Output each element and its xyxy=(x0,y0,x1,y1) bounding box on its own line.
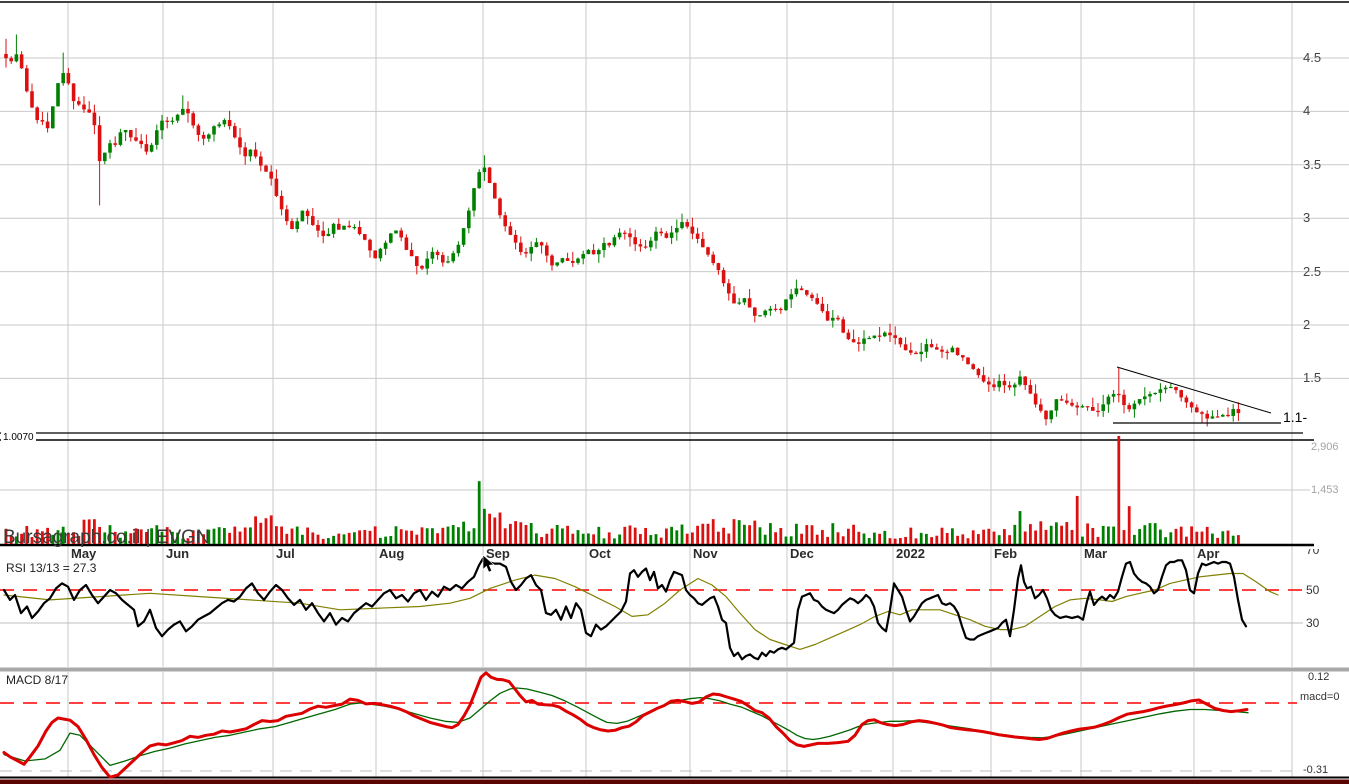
month-label: Mar xyxy=(1084,546,1108,561)
macd-zero-label: macd=0 xyxy=(1300,691,1340,703)
rsi-50-label: 50 xyxy=(1306,583,1320,597)
price-axis-label: 3.5 xyxy=(1303,156,1322,172)
month-label: Dec xyxy=(790,546,814,561)
triangle-level-label: 1.1- xyxy=(1283,409,1308,425)
macd-min-label: -0.31 xyxy=(1303,764,1329,776)
price-axis-label: 1.5 xyxy=(1303,370,1322,386)
month-label: Feb xyxy=(994,546,1018,561)
rsi-70-label: 70 xyxy=(1306,549,1320,557)
price-axis-label: 4 xyxy=(1303,103,1311,119)
rsi-indicator-label: RSI 13/13 = 27.3 xyxy=(6,561,97,575)
rsi-30-label: 30 xyxy=(1306,616,1320,630)
month-label: 2022 xyxy=(896,546,925,561)
volume-axis-mid-label: 1,453 xyxy=(1311,484,1339,496)
month-label: May xyxy=(71,546,97,561)
month-label: Jun xyxy=(166,546,190,561)
macd-indicator-label: MACD 8/17 xyxy=(6,673,69,687)
month-label: Aug xyxy=(379,546,405,561)
month-label: Jul xyxy=(276,546,295,561)
price-axis-label: 2.5 xyxy=(1303,263,1322,279)
macd-max-label: 0.12 xyxy=(1308,671,1330,683)
volume-axis-max-label: 2,906 xyxy=(1311,441,1339,453)
mouse-cursor-icon xyxy=(482,554,495,573)
candles xyxy=(4,34,1241,427)
price-axis-label: 3 xyxy=(1303,210,1311,226)
price-axis-label: 2 xyxy=(1303,317,1311,332)
price-axis-label: 4.5 xyxy=(1303,50,1322,65)
watermark-symbol: Bursagraph.co.il | EVGN xyxy=(3,527,210,548)
support-price-label: 1.0070 xyxy=(1,432,36,443)
month-label: Nov xyxy=(693,546,718,561)
month-label: Sep xyxy=(486,546,510,561)
volume-bars xyxy=(4,436,1240,544)
month-label: Oct xyxy=(589,546,611,561)
month-label: Apr xyxy=(1197,546,1220,561)
